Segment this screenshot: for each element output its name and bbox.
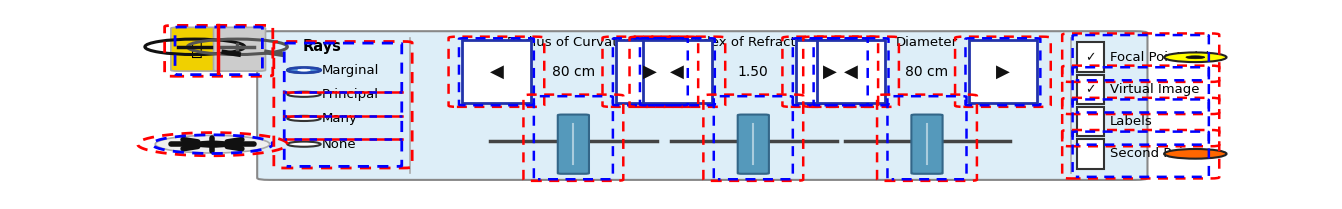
FancyBboxPatch shape bbox=[170, 27, 223, 71]
Text: Radius of Curvature: Radius of Curvature bbox=[507, 36, 640, 49]
FancyBboxPatch shape bbox=[462, 40, 530, 103]
Circle shape bbox=[1186, 56, 1205, 59]
Text: Principal: Principal bbox=[322, 88, 378, 101]
FancyBboxPatch shape bbox=[258, 31, 1147, 180]
Circle shape bbox=[298, 69, 310, 71]
Circle shape bbox=[1164, 149, 1227, 159]
FancyBboxPatch shape bbox=[1076, 139, 1103, 169]
Circle shape bbox=[193, 141, 231, 147]
FancyBboxPatch shape bbox=[796, 40, 864, 103]
Text: Rays: Rays bbox=[303, 38, 342, 54]
Text: ▶: ▶ bbox=[643, 63, 658, 81]
Text: None: None bbox=[322, 138, 357, 151]
Text: ◀: ◀ bbox=[844, 63, 858, 81]
FancyBboxPatch shape bbox=[911, 115, 942, 174]
Text: Diameter: Diameter bbox=[896, 36, 958, 49]
Text: 80 cm: 80 cm bbox=[906, 65, 949, 79]
Circle shape bbox=[287, 68, 321, 73]
Text: Marginal: Marginal bbox=[322, 64, 378, 77]
FancyBboxPatch shape bbox=[643, 40, 711, 103]
Circle shape bbox=[287, 141, 321, 147]
Text: Second Point: Second Point bbox=[1110, 147, 1197, 160]
FancyBboxPatch shape bbox=[817, 40, 886, 103]
Circle shape bbox=[1164, 52, 1227, 62]
Circle shape bbox=[156, 135, 270, 153]
Text: ✓: ✓ bbox=[1086, 83, 1095, 96]
Text: 80 cm: 80 cm bbox=[552, 65, 595, 79]
Text: ◀: ◀ bbox=[490, 63, 503, 81]
Text: 1.50: 1.50 bbox=[738, 65, 769, 79]
Circle shape bbox=[287, 116, 321, 121]
Text: ✓: ✓ bbox=[1086, 51, 1095, 64]
FancyBboxPatch shape bbox=[1076, 75, 1103, 104]
Circle shape bbox=[287, 92, 321, 97]
FancyBboxPatch shape bbox=[616, 40, 684, 103]
Text: ▶: ▶ bbox=[824, 63, 837, 81]
Circle shape bbox=[287, 68, 321, 73]
Text: 🔍: 🔍 bbox=[191, 40, 203, 59]
Text: Virtual Image: Virtual Image bbox=[1110, 83, 1200, 96]
Text: Labels: Labels bbox=[1110, 115, 1153, 128]
FancyBboxPatch shape bbox=[213, 27, 266, 71]
FancyBboxPatch shape bbox=[738, 115, 769, 174]
Text: Focal Points (F): Focal Points (F) bbox=[1110, 51, 1210, 64]
FancyBboxPatch shape bbox=[1076, 107, 1103, 136]
FancyBboxPatch shape bbox=[558, 115, 589, 174]
Text: Many: Many bbox=[322, 112, 357, 125]
FancyBboxPatch shape bbox=[1076, 42, 1103, 72]
Text: ◀: ◀ bbox=[671, 63, 684, 81]
Text: Index of Refraction: Index of Refraction bbox=[690, 36, 816, 49]
Text: ▶: ▶ bbox=[996, 63, 1009, 81]
FancyBboxPatch shape bbox=[969, 40, 1037, 103]
